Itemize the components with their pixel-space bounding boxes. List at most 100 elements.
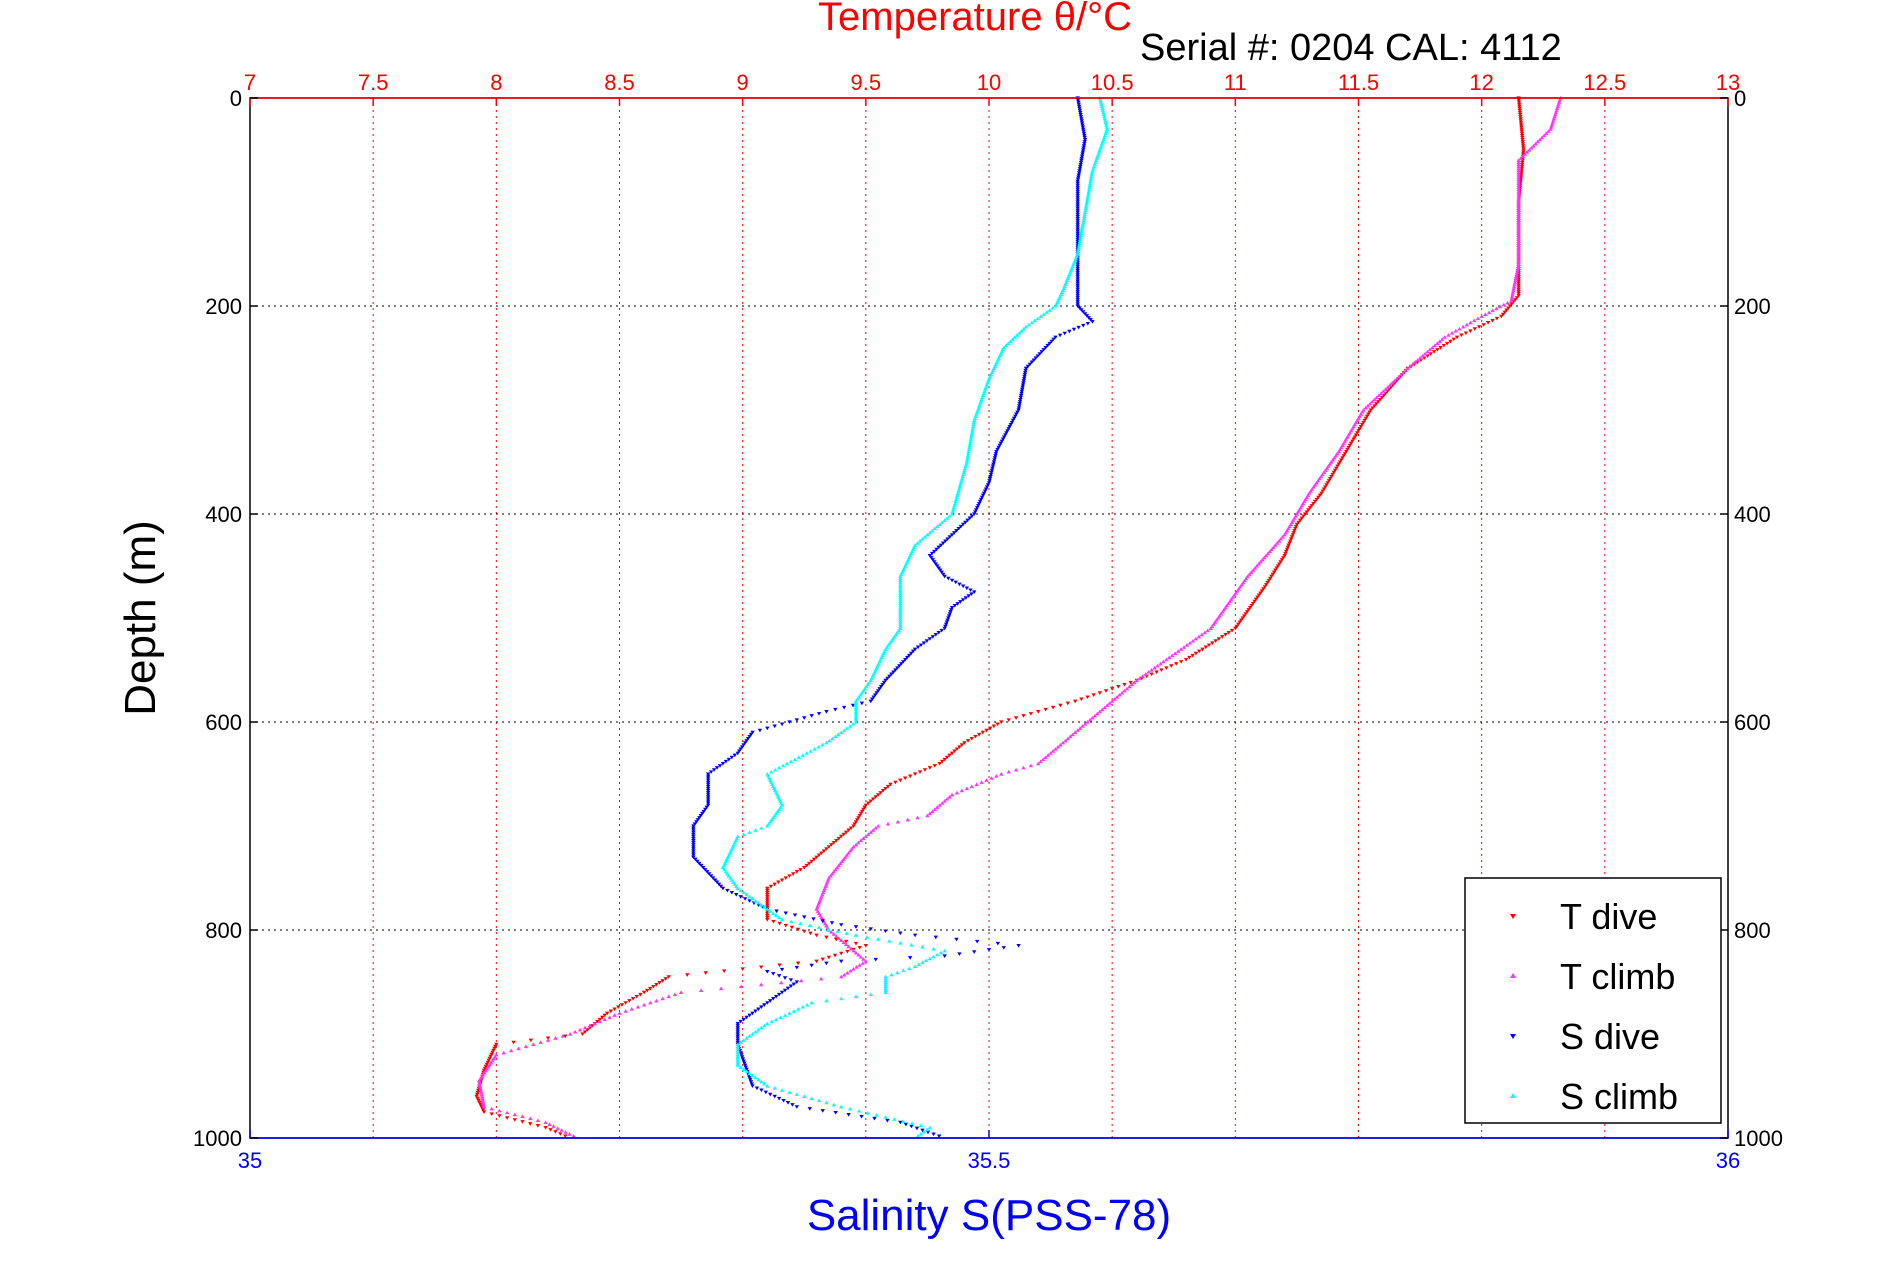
point-s-climb (1053, 304, 1058, 308)
point-s-climb (1090, 168, 1095, 173)
point-t-dive (976, 732, 982, 737)
point-t-dive (600, 1015, 605, 1020)
point-t-dive (1355, 431, 1360, 435)
point-t-dive (771, 919, 776, 924)
legend-label: S dive (1560, 1016, 1660, 1057)
point-s-climb (1087, 185, 1092, 190)
point-s-dive (765, 1001, 770, 1005)
point-s-climb (937, 522, 942, 526)
point-t-climb (1161, 659, 1166, 664)
point-t-dive (804, 863, 809, 868)
point-s-dive (897, 664, 902, 668)
point-t-climb (994, 774, 999, 778)
point-s-climb (959, 476, 965, 481)
point-s-dive (927, 554, 933, 558)
point-s-climb (1026, 322, 1032, 327)
temperature-tick-label: 12.5 (1583, 70, 1626, 95)
point-s-dive (1076, 175, 1081, 180)
point-t-dive (1236, 622, 1241, 627)
point-t-climb (607, 1015, 612, 1019)
point-s-dive (820, 919, 825, 923)
point-t-dive (856, 816, 861, 820)
depth-tick-label-right: 400 (1734, 502, 1771, 527)
point-s-dive (1075, 277, 1080, 281)
point-s-dive (748, 732, 754, 737)
legend-label: S climb (1560, 1076, 1678, 1117)
point-s-climb (930, 528, 935, 533)
point-t-dive (1519, 129, 1524, 134)
point-t-dive (1247, 606, 1253, 610)
point-t-dive (1353, 433, 1359, 437)
point-s-climb (735, 1048, 740, 1053)
point-s-dive (872, 693, 878, 697)
point-t-dive (853, 820, 859, 824)
point-t-climb (1430, 345, 1435, 350)
point-t-dive (543, 1126, 548, 1130)
point-s-dive (691, 855, 696, 860)
point-t-dive (616, 1005, 621, 1009)
point-s-dive (992, 456, 998, 460)
point-t-dive (1253, 597, 1259, 602)
point-s-climb (1078, 233, 1084, 237)
point-t-climb (698, 988, 704, 993)
point-s-dive (759, 1005, 764, 1009)
point-t-dive (942, 757, 947, 762)
point-s-climb (856, 1108, 862, 1113)
point-s-climb (735, 1061, 740, 1065)
point-t-climb (848, 848, 853, 853)
point-s-dive (988, 472, 994, 477)
point-s-dive (932, 560, 937, 564)
point-s-climb (898, 599, 903, 603)
point-t-dive (969, 737, 974, 741)
point-t-dive (1306, 508, 1311, 512)
point-s-climb (759, 1079, 764, 1084)
point-t-climb (1516, 243, 1521, 248)
point-s-dive (947, 612, 953, 616)
point-s-dive (739, 1053, 744, 1057)
point-s-dive (739, 745, 745, 749)
point-s-dive (753, 1009, 758, 1014)
point-s-dive (740, 1057, 746, 1061)
point-s-dive (742, 741, 748, 745)
point-s-climb (1082, 210, 1088, 214)
point-s-dive (985, 483, 991, 487)
point-t-climb (478, 1084, 483, 1089)
point-s-dive (1075, 196, 1080, 200)
point-t-climb (845, 970, 850, 975)
point-t-climb (1533, 141, 1538, 146)
point-s-climb (947, 514, 952, 518)
point-t-climb (1512, 280, 1518, 285)
point-t-dive (1291, 531, 1296, 535)
point-t-climb (1516, 258, 1521, 262)
point-t-climb (1556, 100, 1562, 104)
point-s-climb (969, 430, 975, 435)
point-s-dive (1078, 160, 1084, 165)
point-t-dive (885, 784, 891, 789)
point-t-dive (995, 722, 1000, 727)
series-t-climb (476, 96, 1563, 1138)
point-t-dive (1516, 281, 1521, 286)
point-s-dive (936, 1134, 942, 1139)
point-s-dive (893, 668, 898, 672)
point-t-climb (1518, 156, 1523, 160)
point-t-dive (821, 849, 827, 853)
point-s-climb (1098, 100, 1104, 104)
point-t-climb (1167, 655, 1172, 660)
point-s-climb (901, 968, 906, 973)
point-s-dive (984, 485, 990, 489)
point-t-climb (846, 944, 851, 949)
point-s-dive (1075, 192, 1080, 196)
point-t-climb (641, 1002, 647, 1007)
point-s-dive (1079, 119, 1084, 123)
point-t-dive (1428, 352, 1433, 356)
point-s-dive (1041, 348, 1046, 352)
point-s-climb (753, 898, 758, 903)
point-t-climb (1479, 314, 1484, 318)
point-t-dive (826, 845, 832, 849)
point-s-dive (744, 1015, 749, 1020)
point-s-dive (1075, 298, 1080, 302)
point-t-climb (1516, 229, 1521, 233)
point-s-dive (809, 714, 814, 718)
point-t-climb (1539, 135, 1545, 140)
point-t-dive (1319, 491, 1324, 496)
